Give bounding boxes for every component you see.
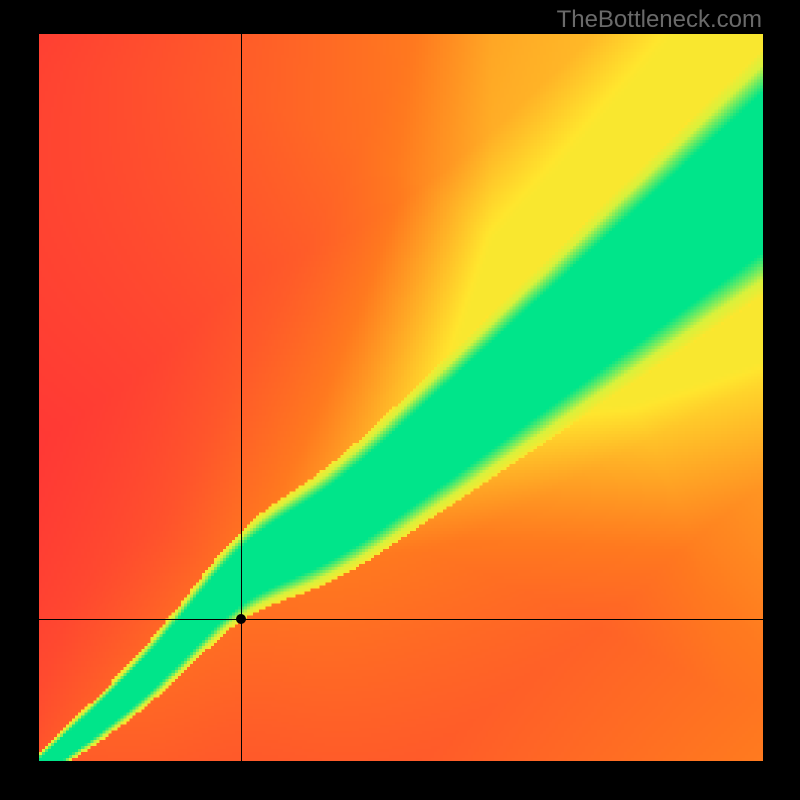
crosshair-vertical xyxy=(241,34,242,761)
watermark-text: TheBottleneck.com xyxy=(557,6,762,34)
outer-frame: TheBottleneck.com xyxy=(0,0,800,800)
crosshair-dot xyxy=(236,614,246,624)
heatmap-canvas xyxy=(39,34,763,761)
crosshair-horizontal xyxy=(39,619,763,620)
heatmap-plot xyxy=(39,34,763,761)
